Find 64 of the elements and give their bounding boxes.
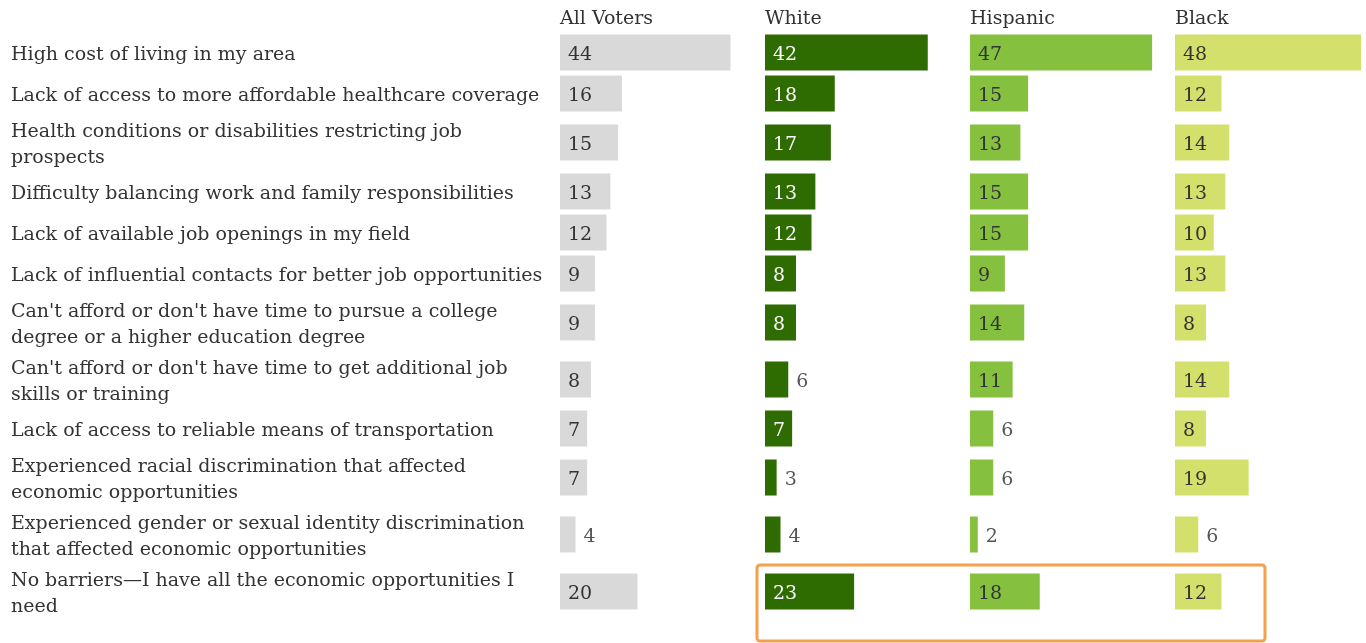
y-tick-label: Health conditions or disabilities restricting job prospects [11, 118, 463, 167]
data-label: 16 [568, 82, 593, 105]
data-label: 47 [978, 41, 1003, 64]
data-label: 11 [978, 368, 1003, 391]
data-label: 7 [568, 466, 581, 489]
data-label: 12 [1183, 82, 1208, 105]
chart-title: All Voters [559, 6, 654, 28]
chart-title: White [765, 6, 822, 28]
y-tick-label: Experienced racial discrimination that affected economic opportunities [11, 453, 466, 502]
data-label: 15 [978, 82, 1003, 105]
data-label: 7 [568, 417, 581, 440]
data-label: 13 [1183, 180, 1208, 203]
data-label: 13 [1183, 262, 1208, 285]
y-tick-label: Lack of influential contacts for better job opportunities [11, 262, 543, 285]
y-tick-label: Lack of access to reliable means of transportation [11, 417, 494, 440]
data-label: 18 [773, 82, 798, 105]
data-label: 14 [1183, 131, 1208, 154]
data-label: 42 [773, 41, 798, 64]
data-label: 14 [978, 311, 1003, 334]
y-tick-label: Lack of access to more affordable healthcare coverage [11, 82, 540, 105]
data-label: 6 [1001, 417, 1014, 440]
data-label: 10 [1183, 221, 1208, 244]
chart-title: Hispanic [970, 6, 1055, 28]
data-label: 6 [796, 368, 809, 391]
data-label: 9 [568, 311, 581, 334]
data-label: 6 [1001, 466, 1014, 489]
chart-title: Black [1175, 6, 1230, 28]
data-label: 8 [1183, 311, 1196, 334]
data-label: 9 [568, 262, 581, 285]
data-label: 9 [978, 262, 991, 285]
data-label: 8 [568, 368, 581, 391]
data-label: 4 [788, 523, 801, 546]
y-tick-label: Can't afford or don't have time to get additional job skills or training [11, 355, 508, 404]
data-label: 12 [1183, 580, 1208, 603]
data-label: 19 [1183, 466, 1208, 489]
data-label: 15 [978, 221, 1003, 244]
data-label: 13 [773, 180, 798, 203]
data-label: 13 [978, 131, 1003, 154]
data-label: 2 [985, 523, 998, 546]
data-label: 18 [978, 580, 1003, 603]
data-label: 12 [568, 221, 593, 244]
data-label: 13 [568, 180, 593, 203]
data-label: 14 [1183, 368, 1208, 391]
data-label: 15 [568, 131, 593, 154]
data-label: 17 [773, 131, 798, 154]
data-label: 12 [773, 221, 798, 244]
data-label: 3 [784, 466, 797, 489]
y-tick-label: Experienced gender or sexual identity discrimination that affected economic opportunities [11, 510, 525, 559]
data-label: 8 [1183, 417, 1196, 440]
y-tick-label: Difficulty balancing work and family responsibilities [11, 180, 514, 203]
data-label: 20 [568, 580, 593, 603]
data-label: 8 [773, 311, 786, 334]
y-tick-label: Can't afford or don't have time to pursue a college degree or a higher education degree [11, 298, 498, 347]
data-label: 48 [1183, 41, 1208, 64]
data-label: 44 [568, 41, 593, 64]
y-tick-label: No barriers—I have all the economic opportunities I need [11, 567, 515, 616]
y-tick-label: Lack of available job openings in my field [11, 221, 411, 244]
data-label: 23 [773, 580, 798, 603]
data-label: 8 [773, 262, 786, 285]
data-label: 4 [583, 523, 596, 546]
y-tick-label: High cost of living in my area [11, 41, 296, 64]
data-label: 7 [773, 417, 786, 440]
data-label: 15 [978, 180, 1003, 203]
data-label: 6 [1206, 523, 1219, 546]
